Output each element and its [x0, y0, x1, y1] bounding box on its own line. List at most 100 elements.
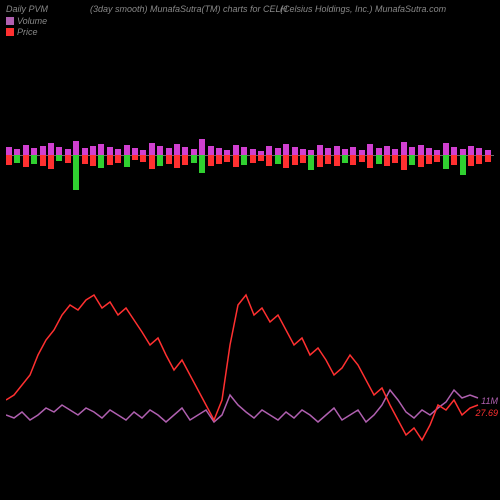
- volume-bar-chart: [6, 115, 494, 195]
- bar-lower: [107, 155, 113, 165]
- bar-lower: [82, 155, 88, 164]
- bar-upper: [98, 144, 104, 155]
- bar-lower: [485, 155, 491, 162]
- bar-lower: [384, 155, 390, 166]
- bar-upper: [23, 145, 29, 155]
- bar-lower: [90, 155, 96, 166]
- bar-lower: [350, 155, 356, 165]
- bar-upper: [376, 148, 382, 155]
- volume-label: Volume: [17, 16, 47, 26]
- bar-upper: [6, 147, 12, 155]
- bar-lower: [367, 155, 373, 168]
- bar-upper: [48, 143, 54, 155]
- bar-lower: [132, 155, 138, 160]
- price-end-label: 27.69: [475, 408, 498, 418]
- bar-upper: [334, 146, 340, 155]
- bar-upper: [426, 148, 432, 155]
- legend-volume: Volume: [6, 16, 47, 26]
- price-label: Price: [17, 27, 38, 37]
- bar-upper: [325, 148, 331, 155]
- bar-upper: [149, 143, 155, 155]
- bar-lower: [451, 155, 457, 165]
- bar-lower: [149, 155, 155, 169]
- line-svg: [6, 260, 494, 470]
- bar-lower: [98, 155, 104, 168]
- bar-lower: [224, 155, 230, 162]
- header-mid: (3day smooth) MunafaSutra(TM) charts for…: [90, 4, 287, 14]
- bar-lower: [418, 155, 424, 167]
- bar-upper: [275, 148, 281, 155]
- bar-upper: [56, 147, 62, 155]
- bar-upper: [174, 144, 180, 155]
- bar-lower: [283, 155, 289, 168]
- bar-lower: [275, 155, 281, 164]
- bar-lower: [115, 155, 121, 163]
- bar-upper: [468, 146, 474, 155]
- bar-upper: [124, 145, 130, 155]
- bar-lower: [166, 155, 172, 164]
- bar-lower: [65, 155, 71, 163]
- price-volume-line-chart: [6, 260, 494, 470]
- bar-upper: [157, 146, 163, 155]
- legend: Volume Price: [6, 16, 47, 38]
- bar-upper: [283, 144, 289, 155]
- bar-lower: [157, 155, 163, 166]
- header-right: (Celsius Holdings, Inc.) MunafaSutra.com: [280, 4, 446, 14]
- bar-lower: [124, 155, 130, 167]
- bar-upper: [216, 148, 222, 155]
- bar-upper: [384, 146, 390, 155]
- bar-lower: [31, 155, 37, 164]
- bar-lower: [476, 155, 482, 164]
- bar-lower: [426, 155, 432, 164]
- bar-upper: [82, 148, 88, 155]
- bar-lower: [376, 155, 382, 164]
- bar-lower: [174, 155, 180, 168]
- bar-upper: [233, 145, 239, 155]
- bar-lower: [40, 155, 46, 166]
- bar-lower: [216, 155, 222, 164]
- bar-lower: [401, 155, 407, 170]
- volume-line: [6, 390, 478, 422]
- bar-lower: [292, 155, 298, 165]
- bar-lower: [233, 155, 239, 167]
- bar-upper: [476, 148, 482, 155]
- bar-lower: [359, 155, 365, 162]
- bar-upper: [241, 147, 247, 155]
- bar-lower: [460, 155, 466, 175]
- bar-upper: [418, 145, 424, 155]
- bar-lower: [443, 155, 449, 169]
- bar-upper: [266, 146, 272, 155]
- bar-lower: [258, 155, 264, 161]
- bar-upper: [31, 148, 37, 155]
- volume-swatch: [6, 17, 14, 25]
- bar-lower: [6, 155, 12, 165]
- bar-lower: [317, 155, 323, 167]
- bar-upper: [132, 148, 138, 155]
- bar-upper: [40, 146, 46, 155]
- price-line: [6, 295, 478, 440]
- bar-lower: [23, 155, 29, 167]
- bar-upper: [73, 141, 79, 155]
- bar-lower: [334, 155, 340, 166]
- header-left: Daily PVM: [6, 4, 48, 14]
- price-swatch: [6, 28, 14, 36]
- bar-lower: [140, 155, 146, 162]
- bar-lower: [325, 155, 331, 164]
- bar-lower: [191, 155, 197, 163]
- bar-upper: [199, 139, 205, 155]
- legend-price: Price: [6, 27, 47, 37]
- bar-lower: [300, 155, 306, 163]
- volume-end-label: 11M: [481, 396, 498, 406]
- bar-upper: [292, 147, 298, 155]
- bar-lower: [241, 155, 247, 165]
- bar-lower: [434, 155, 440, 162]
- bar-upper: [409, 147, 415, 155]
- bar-upper: [451, 147, 457, 155]
- bar-lower: [208, 155, 214, 166]
- bar-lower: [266, 155, 272, 166]
- bar-lower: [73, 155, 79, 190]
- bar-upper: [182, 147, 188, 155]
- bar-lower: [182, 155, 188, 165]
- bar-upper: [350, 147, 356, 155]
- bar-lower: [392, 155, 398, 163]
